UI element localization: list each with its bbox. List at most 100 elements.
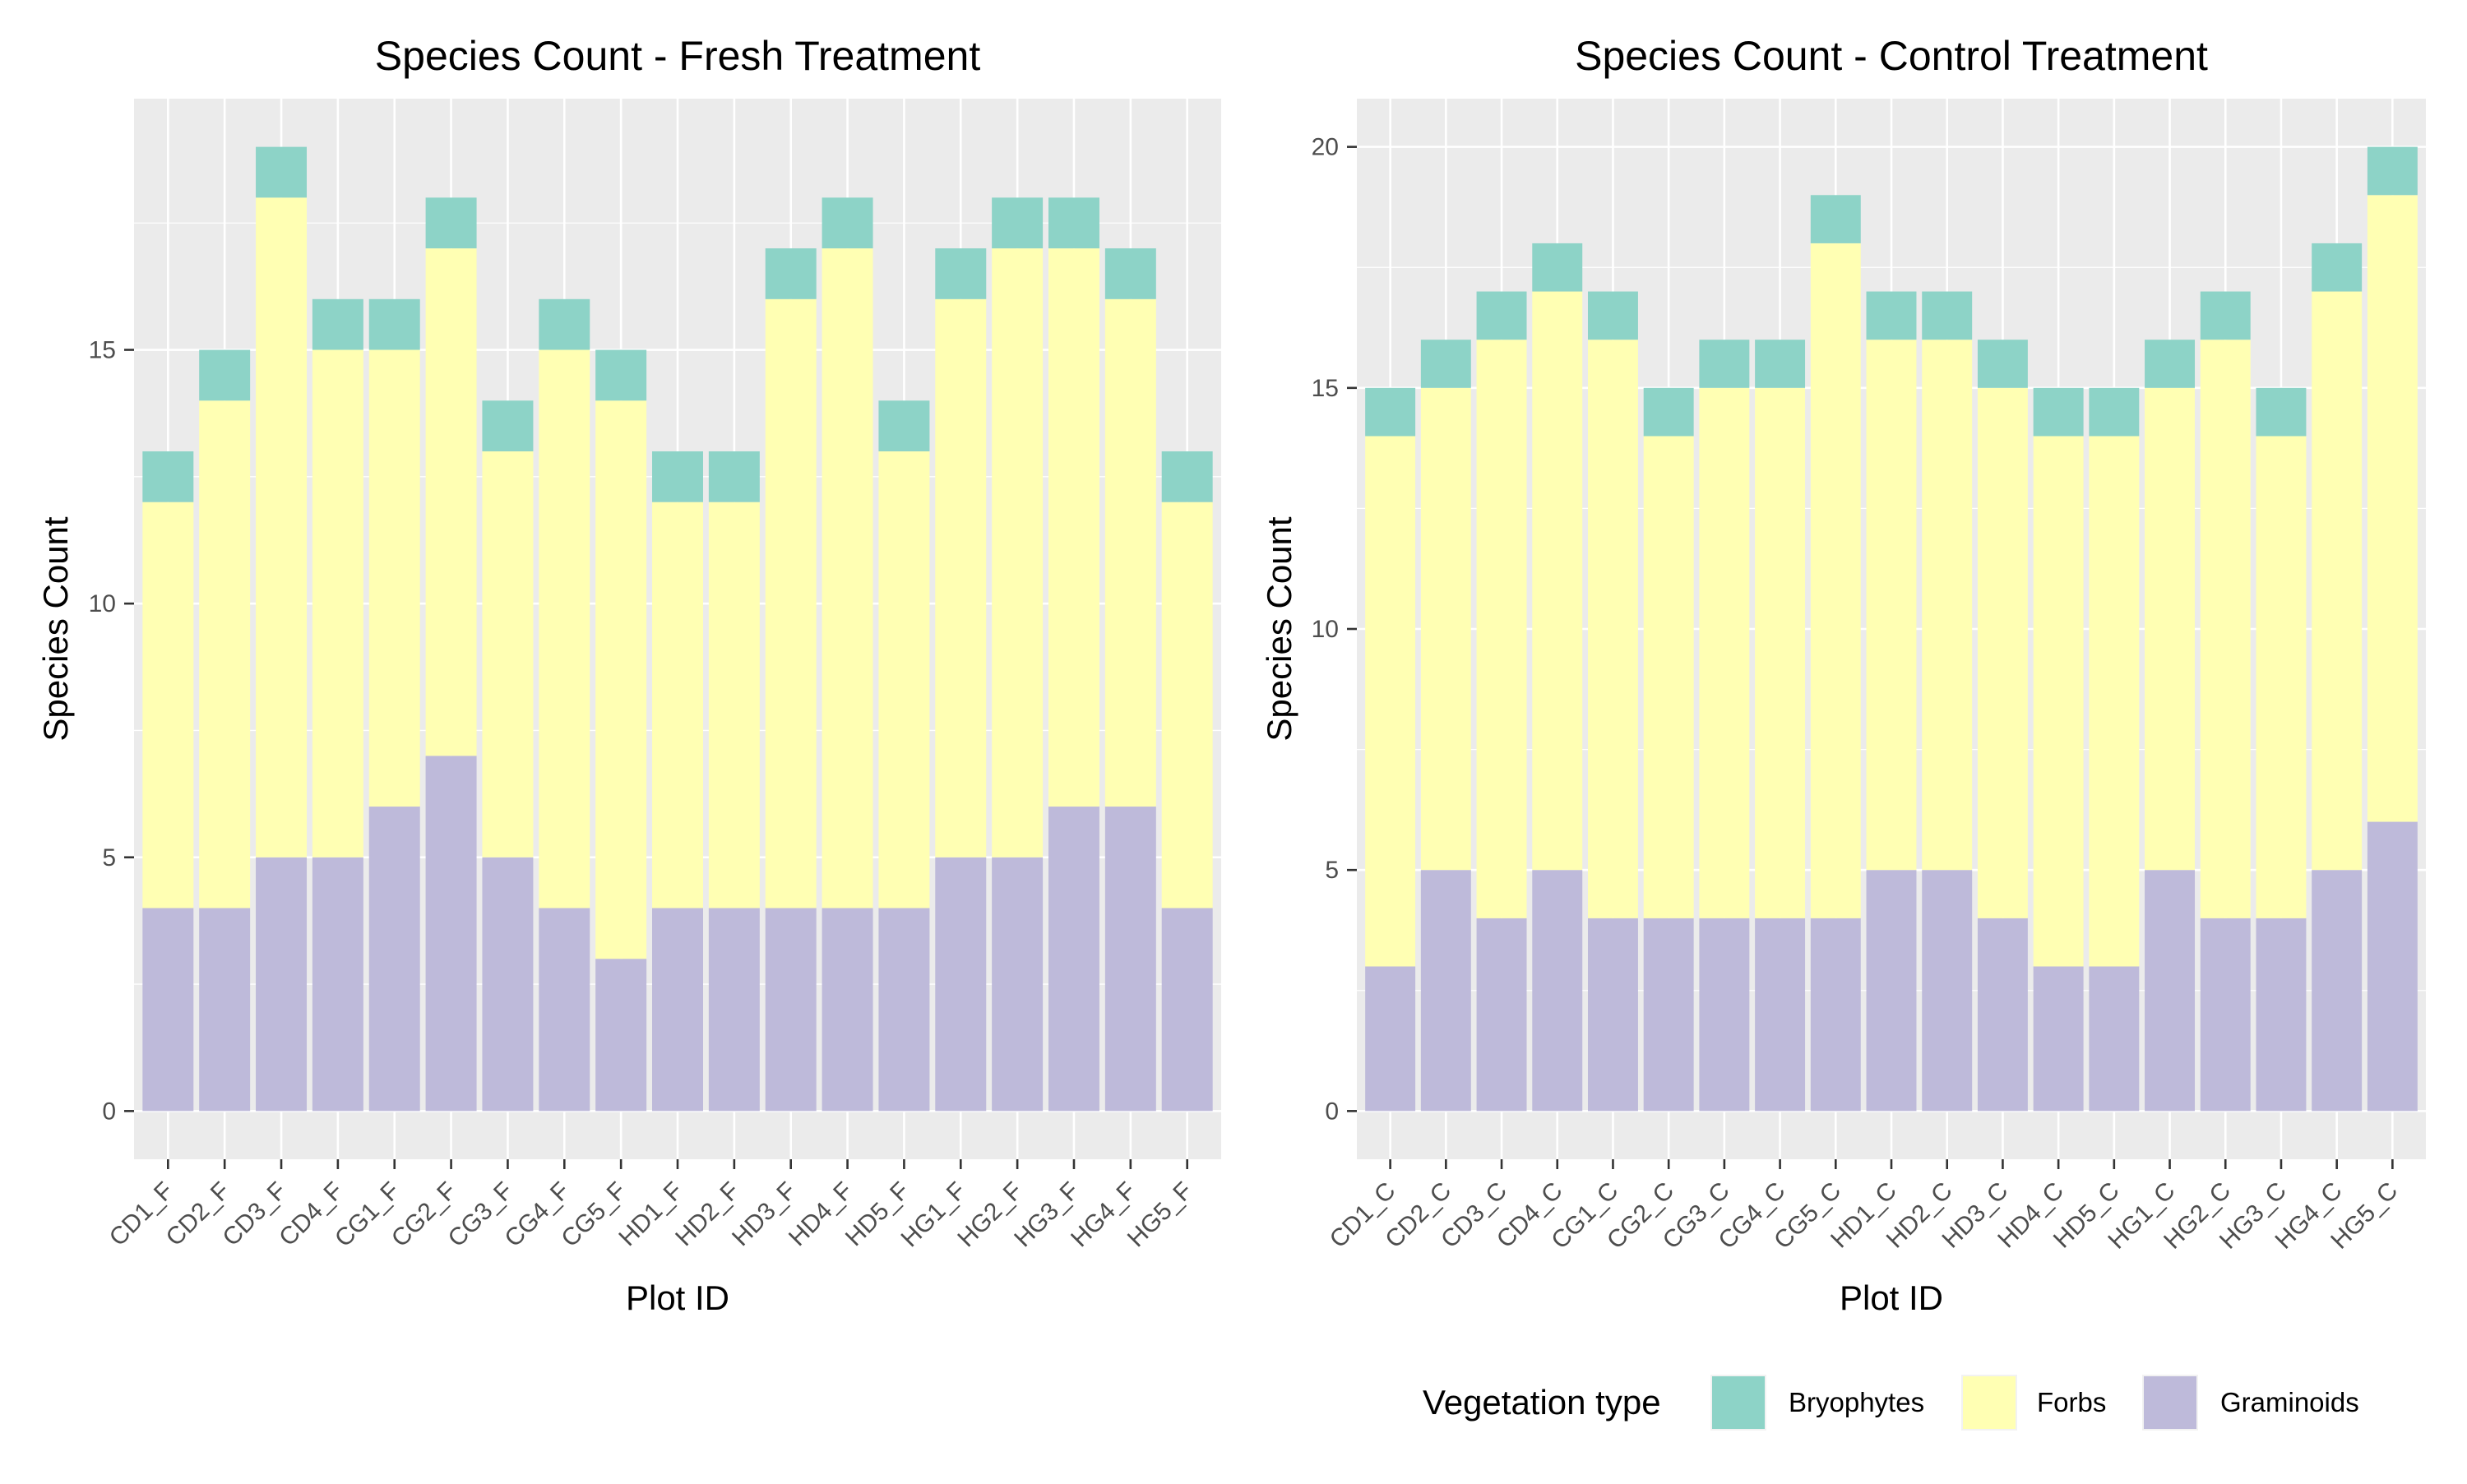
bar-graminoids-hd5-c [2089,966,2140,1112]
bar-graminoids-hg1-c [2145,870,2196,1112]
bar-graminoids-cg4-f [539,908,590,1112]
bar-graminoids-cg1-f [368,807,420,1112]
bar-bryophytes-cg1-f [368,298,420,350]
bar-bryophytes-cg2-f [425,197,477,249]
legend-swatch-graminoids [2144,1376,2196,1429]
bar-graminoids-hg2-f [992,857,1044,1112]
bar-graminoids-cd2-f [199,908,251,1112]
x-tick-label: HD2_F [670,1177,745,1252]
bar-bryophytes-cg5-c [1810,195,1861,243]
x-tick-label: HD4_F [784,1177,859,1252]
bar-bryophytes-cd2-f [199,349,251,401]
bar-graminoids-hd3-c [1977,918,2028,1112]
bar-forbs-hg2-c [2200,340,2251,918]
bar-forbs-cd1-f [142,502,194,908]
bar-bryophytes-cg5-f [595,349,647,401]
bar-graminoids-cd1-c [1365,966,1416,1112]
bar-forbs-cg2-c [1643,436,1694,918]
bar-bryophytes-hg1-c [2145,340,2196,388]
bar-graminoids-cd3-c [1476,918,1527,1112]
bar-graminoids-hd3-f [765,908,817,1112]
bar-bryophytes-hg5-c [2367,146,2418,196]
chart-title: Species Count - Fresh Treatment [375,33,981,79]
bar-forbs-hd1-f [652,502,703,908]
legend: Vegetation type Bryophytes Forbs Graminoid… [1423,1375,2359,1431]
legend-swatch-forbs [1963,1376,2016,1429]
bar-graminoids-hg4-f [1104,807,1156,1112]
x-axis-title: Plot ID [1840,1278,1943,1317]
bar-bryophytes-hd3-c [1977,340,2028,388]
bar-bryophytes-cd3-c [1476,291,1527,340]
bar-graminoids-hg3-f [1048,807,1099,1112]
legend-label-bryophytes: Bryophytes [1789,1387,1924,1417]
bar-forbs-hg4-c [2312,291,2363,871]
bar-bryophytes-hd1-c [1866,291,1917,340]
bar-graminoids-cg5-c [1810,918,1861,1112]
y-tick-label: 15 [89,337,116,364]
bar-forbs-cd3-c [1476,340,1527,918]
bar-graminoids-hg2-c [2200,918,2251,1112]
bar-graminoids-cg3-f [482,857,534,1112]
bar-forbs-cd1-c [1365,436,1416,967]
bar-graminoids-hd1-c [1866,870,1917,1112]
bar-forbs-hg2-f [992,248,1044,858]
bar-bryophytes-hd1-f [652,451,703,502]
bar-bryophytes-hg4-c [2312,243,2363,292]
bar-graminoids-hg3-c [2256,918,2307,1112]
bar-forbs-hd4-c [2033,436,2084,967]
x-tick-label: CG5_F [556,1177,632,1253]
bar-bryophytes-cd4-c [1532,243,1583,292]
bar-bryophytes-cd1-c [1365,387,1416,437]
bar-forbs-hg5-c [2367,195,2418,822]
bar-bryophytes-hg1-f [935,248,987,299]
bar-graminoids-cd2-c [1420,870,1471,1112]
bar-forbs-hg1-c [2145,387,2196,871]
bar-forbs-hd5-c [2089,436,2140,967]
bar-bryophytes-hd2-f [708,451,760,502]
bar-bryophytes-hg3-f [1048,197,1099,249]
y-tick-label: 5 [102,844,116,871]
bar-forbs-hg3-f [1048,248,1099,807]
y-tick-label: 20 [1312,134,1339,161]
bar-bryophytes-cg4-c [1755,340,1806,388]
bar-graminoids-hg1-f [935,857,987,1112]
bar-forbs-hd3-c [1977,387,2028,918]
bar-forbs-cg4-c [1755,387,1806,918]
bar-bryophytes-hg2-c [2200,291,2251,340]
y-tick-label: 10 [1312,616,1339,643]
bar-graminoids-cd1-f [142,908,194,1112]
bar-graminoids-cg5-f [595,959,647,1112]
bar-bryophytes-cd4-f [312,298,363,350]
bar-forbs-hd5-f [878,451,930,908]
bar-graminoids-hg5-f [1161,908,1213,1112]
bar-forbs-cd2-f [199,400,251,908]
bar-forbs-cg3-f [482,451,534,858]
bar-forbs-cd3-f [256,197,308,858]
bar-graminoids-cd4-f [312,857,363,1112]
bar-graminoids-hg4-c [2312,870,2363,1112]
bar-bryophytes-hd5-c [2089,387,2140,437]
bar-forbs-cg1-f [368,349,420,807]
bar-graminoids-hd4-c [2033,966,2084,1112]
bar-graminoids-cg3-c [1699,918,1750,1112]
bar-graminoids-hd2-f [708,908,760,1112]
bar-forbs-hd3-f [765,298,817,908]
bar-forbs-cg4-f [539,349,590,908]
bar-forbs-hd2-c [1922,340,1973,871]
bar-bryophytes-hd2-c [1922,291,1973,340]
bar-graminoids-cg1-c [1587,918,1638,1112]
bar-bryophytes-hd4-c [2033,387,2084,437]
bar-graminoids-cg2-c [1643,918,1694,1112]
x-tick-label: CD3_F [217,1177,292,1252]
bar-forbs-cg3-c [1699,387,1750,918]
bar-bryophytes-cg3-c [1699,340,1750,388]
bar-bryophytes-hd4-f [822,197,873,249]
bar-bryophytes-hg4-f [1104,248,1156,299]
y-tick-label: 0 [102,1098,116,1125]
x-tick-label: CD2_F [161,1177,236,1252]
bar-forbs-cg5-c [1810,243,1861,918]
bar-forbs-hd4-f [822,248,873,908]
bar-bryophytes-cd1-f [142,451,194,502]
bar-forbs-cg2-f [425,248,477,756]
